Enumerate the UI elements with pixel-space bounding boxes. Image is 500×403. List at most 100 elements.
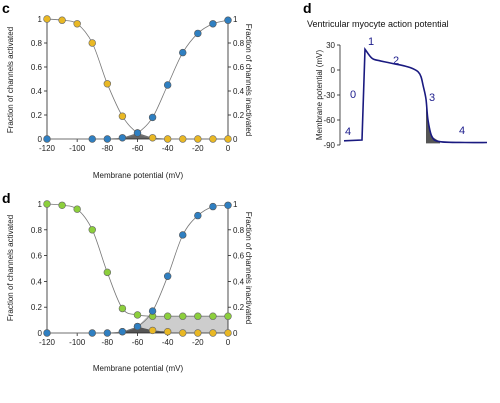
- y-tick-label-left: 0.4: [31, 277, 43, 286]
- x-axis-label: Membrane potential (mV): [93, 171, 184, 180]
- phase-label: 4: [459, 125, 465, 137]
- late-current-point: [163, 328, 172, 336]
- y-tick-label-left: 0.8: [31, 39, 43, 48]
- y-axis-label: Membrane potential (mV): [315, 50, 324, 141]
- chart-panel-action-potential: Ventricular myocyte action potential Mem…: [307, 19, 488, 150]
- y-axis-label-left: Fraction of channels activated: [6, 27, 15, 133]
- x-tick-label: -120: [39, 144, 56, 153]
- activation-point: [43, 329, 51, 337]
- activation-point: [43, 135, 51, 143]
- inactivation-point: [73, 20, 81, 28]
- phase-label: 3: [429, 92, 435, 104]
- y-tick-label-right: 0.2: [233, 303, 245, 312]
- activation-point: [148, 113, 157, 122]
- y-tick-label-left: 1: [38, 200, 43, 209]
- x-tick-label: -60: [132, 338, 144, 347]
- inactivation-point: [224, 135, 232, 143]
- panel-letter-d-top: d: [303, 0, 312, 16]
- activation-point: [163, 81, 172, 89]
- y-tick-label-right: 0: [233, 329, 238, 338]
- y-tick-label-left: 0.8: [31, 226, 43, 235]
- inactivation-point: [194, 312, 202, 320]
- x-tick-label: -20: [192, 338, 204, 347]
- y-tick-label-left: 0.4: [31, 87, 43, 96]
- activation-point: [224, 16, 232, 24]
- chart-title: Ventricular myocyte action potential: [307, 19, 449, 29]
- y-tick-label-right: 0.6: [233, 63, 245, 72]
- activation-point: [194, 29, 202, 38]
- x-tick-label: -80: [102, 144, 114, 153]
- chart-panel-d-bottom: -120 -100 -80 -60 -40 -20 00 00.2 0.20.4 0.40.6 0.…: [6, 200, 253, 373]
- panel-letter-d-bottom: d: [2, 190, 11, 206]
- phase-label: 4: [345, 126, 351, 138]
- x-tick-label: -40: [162, 338, 174, 347]
- activation-curve: [47, 19, 229, 140]
- y-tick-label: 0: [331, 66, 336, 75]
- y-tick-label-right: 1: [233, 15, 238, 24]
- window-area: [426, 99, 440, 144]
- y-tick-label-right: 0.2: [233, 111, 245, 120]
- activation-point: [118, 134, 127, 142]
- curves: [46, 18, 229, 140]
- activation-point: [209, 20, 217, 28]
- y-tick-label-left: 0.2: [31, 303, 43, 312]
- inactivation-point: [118, 112, 127, 120]
- activation-point: [133, 129, 142, 137]
- y-tick-label-right: 0.8: [233, 39, 245, 48]
- inactivation-point: [103, 268, 112, 277]
- activation-point: [133, 322, 142, 331]
- x-tick-label: -80: [102, 338, 114, 347]
- activation-point: [179, 231, 187, 239]
- activation-point: [88, 135, 96, 143]
- x-tick-label: -60: [132, 144, 144, 153]
- phase-label: 2: [393, 55, 399, 67]
- inactivation-point: [118, 304, 127, 313]
- x-tick-label: -40: [162, 144, 174, 153]
- late-current-point: [209, 329, 217, 337]
- phase-label: 1: [368, 36, 374, 48]
- phase-label: 0: [350, 89, 356, 101]
- x-tick-label: -100: [69, 338, 86, 347]
- y-tick-label-right: 0: [233, 135, 238, 144]
- inactivation-point: [88, 226, 96, 234]
- inactivation-point: [148, 134, 157, 142]
- inactivation-point: [103, 80, 112, 88]
- x-tick-label: -120: [39, 338, 56, 347]
- activation-point: [118, 328, 127, 336]
- inactivation-curve: [46, 18, 228, 140]
- panel-letter-c: c: [2, 0, 10, 16]
- y-tick-label: 30: [326, 41, 335, 50]
- ap-layer: 30 0 -30 -60 -90 0 1 2 3 4 4: [323, 36, 488, 150]
- inactivation-point: [43, 15, 51, 23]
- x-tick-label: -20: [192, 144, 204, 153]
- activation-point: [194, 211, 202, 220]
- inactivation-point: [224, 312, 232, 320]
- y-tick-label: -30: [323, 91, 335, 100]
- inactivation-curve: [46, 203, 228, 317]
- inactivation-point: [58, 16, 66, 24]
- activation-point: [163, 272, 172, 280]
- chart-panel-c: -120 -100 -80 -60 -40 -20 00 00.2 0.20.4 0.40.6 0.…: [6, 15, 253, 180]
- late-current-point: [224, 329, 232, 337]
- x-tick-label: 0: [226, 144, 231, 153]
- activation-point: [224, 201, 232, 209]
- inactivation-point: [209, 312, 217, 320]
- inactivation-point: [179, 135, 187, 143]
- activation-point: [103, 329, 112, 337]
- x-tick-label: 0: [226, 338, 231, 347]
- activation-point: [88, 329, 96, 337]
- y-tick-label: -90: [323, 141, 335, 150]
- y-tick-label-right: 0.8: [233, 226, 245, 235]
- y-tick-label-left: 1: [38, 15, 43, 24]
- inactivation-point: [88, 39, 96, 47]
- y-tick-label-right: 0.4: [233, 277, 245, 286]
- y-tick-label-right: 0.4: [233, 87, 245, 96]
- activation-point: [148, 307, 157, 315]
- inactivation-point: [163, 312, 172, 320]
- y-axis-label-right: Fraction of channels inactivated: [244, 24, 253, 137]
- late-current-point: [148, 326, 157, 335]
- y-tick-label-right: 0.6: [233, 252, 245, 261]
- x-axis-label: Membrane potential (mV): [93, 364, 184, 373]
- points: [43, 15, 232, 143]
- inactivation-point: [133, 311, 142, 319]
